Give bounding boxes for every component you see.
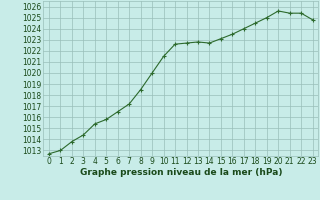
X-axis label: Graphe pression niveau de la mer (hPa): Graphe pression niveau de la mer (hPa) bbox=[80, 168, 282, 177]
